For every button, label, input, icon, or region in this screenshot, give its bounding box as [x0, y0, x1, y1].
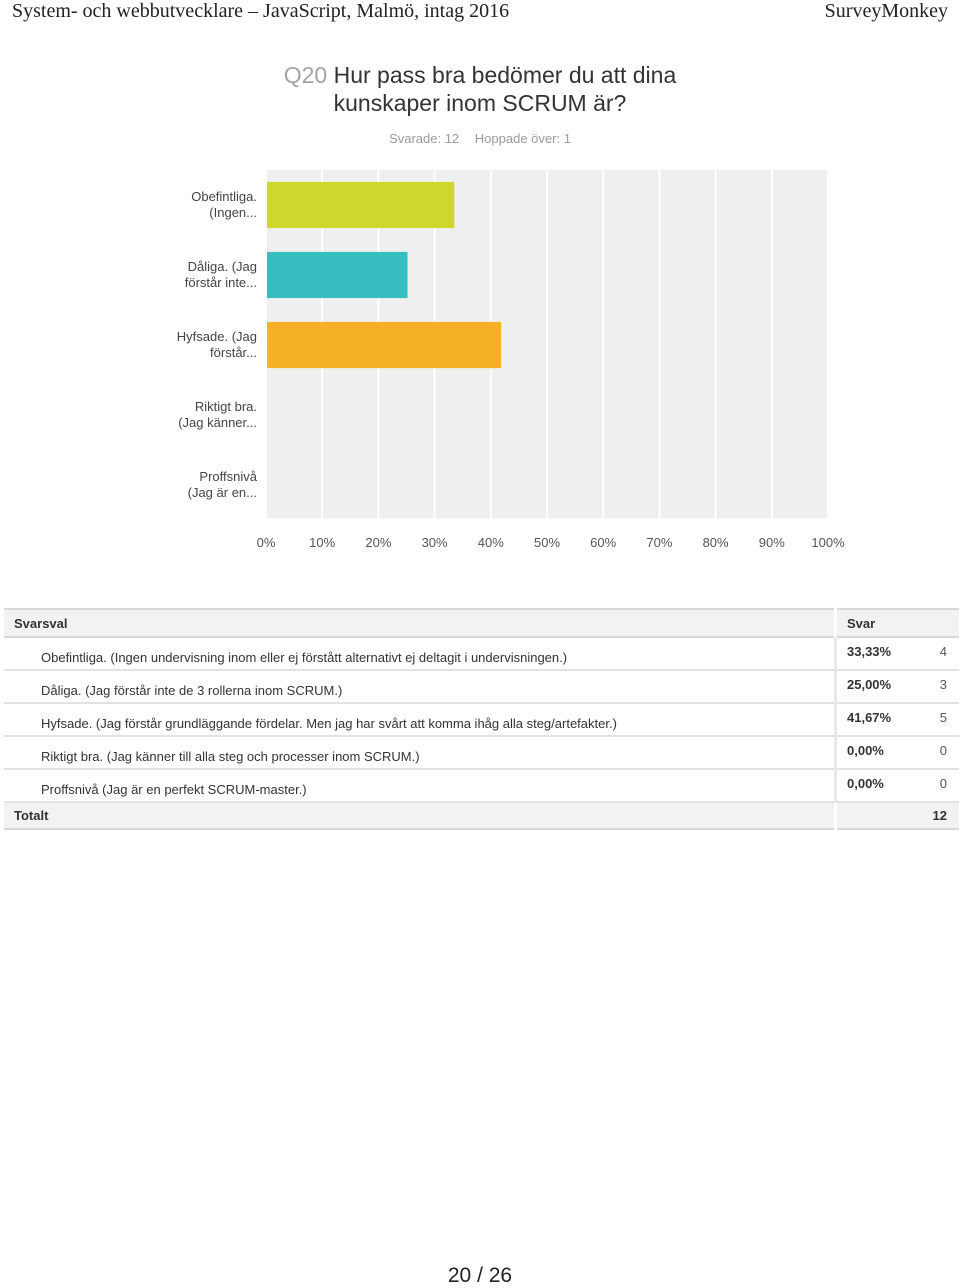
category-label: Obefintliga.: [191, 189, 257, 204]
table-row: Obefintliga. (Ingen undervisning inom el…: [4, 637, 959, 670]
x-tick-label: 70%: [646, 535, 672, 550]
skipped-count: Hoppade över: 1: [474, 131, 571, 146]
choice-percent: 25,00%: [834, 670, 917, 703]
choice-label: Obefintliga. (Ingen undervisning inom el…: [41, 650, 568, 665]
question-title-line2: kunskaper inom SCRUM är?: [0, 89, 960, 117]
x-tick-label: 30%: [422, 535, 448, 550]
bar: [267, 321, 502, 369]
question-text-line1: Hur pass bra bedömer du att dina: [333, 62, 677, 88]
table-row: Proffsnivå (Jag är en perfekt SCRUM-mast…: [4, 769, 959, 802]
total-row: Totalt 12: [4, 802, 959, 829]
results-table: Svarsval Svar Obefintliga. (Ingen underv…: [4, 608, 959, 830]
category-label: (Jag känner...: [178, 415, 257, 430]
choice-count: 3: [939, 677, 947, 692]
choice-label: Proffsnivå (Jag är en perfekt SCRUM-mast…: [41, 782, 307, 797]
category-label: Hyfsade. (Jag: [177, 329, 257, 344]
x-tick-label: 10%: [309, 535, 335, 550]
header-answer: Svar: [834, 608, 959, 638]
total-label: Totalt: [14, 808, 49, 823]
total-count: 12: [932, 808, 947, 823]
category-label: förstår inte...: [185, 275, 257, 290]
table-row: Hyfsade. (Jag förstår grundläggande förd…: [4, 703, 959, 736]
choice-percent: 0,00%: [834, 769, 917, 802]
choice-count: 4: [939, 644, 947, 659]
brand-name: SurveyMonkey: [824, 0, 948, 22]
x-tick-label: 40%: [478, 535, 504, 550]
x-tick-label: 50%: [534, 535, 560, 550]
question-text-line2: kunskaper inom SCRUM är?: [333, 90, 627, 116]
x-tick-label: 100%: [811, 535, 845, 550]
table-header-row: Svarsval Svar: [4, 608, 959, 638]
category-label: Dåliga. (Jag: [188, 259, 257, 274]
choice-label: Dåliga. (Jag förstår inte de 3 rollerna …: [41, 683, 343, 698]
answered-count: Svarade: 12: [389, 131, 460, 146]
choice-count: 5: [939, 710, 947, 725]
category-label: Riktigt bra.: [195, 399, 257, 414]
choice-label: Hyfsade. (Jag förstår grundläggande förd…: [41, 716, 617, 731]
table-body: Obefintliga. (Ingen undervisning inom el…: [4, 637, 959, 802]
question-number: Q20: [283, 62, 328, 88]
x-tick-label: 90%: [759, 535, 785, 550]
choice-percent: 0,00%: [834, 736, 917, 769]
table-row: Dåliga. (Jag förstår inte de 3 rollerna …: [4, 670, 959, 703]
page-number: 20 / 26: [447, 1264, 513, 1287]
x-tick-label: 80%: [703, 535, 729, 550]
bar: [267, 181, 455, 229]
table-row: Riktigt bra. (Jag känner till alla steg …: [4, 736, 959, 769]
category-label: Proffsnivå: [199, 469, 257, 484]
category-label: (Ingen...: [209, 205, 257, 220]
choice-label: Riktigt bra. (Jag känner till alla steg …: [41, 749, 420, 764]
category-label: förstår...: [210, 345, 257, 360]
choice-percent: 41,67%: [834, 703, 917, 736]
choice-percent: 33,33%: [834, 637, 917, 670]
header-choice: Svarsval: [4, 608, 836, 638]
x-tick-label: 0%: [257, 535, 276, 550]
bar: [267, 251, 408, 299]
bar-chart: 0% 10% 20% 30% 40% 50% 60% 70% 80% 90% 100% Obefint…: [177, 170, 845, 550]
category-label: (Jag är en...: [188, 485, 257, 500]
question-title-line1: Q20 Hur pass bra bedömer du att dina: [0, 61, 960, 89]
x-tick-label: 20%: [365, 535, 391, 550]
x-tick-label: 60%: [590, 535, 616, 550]
response-meta: Svarade: 12 Hoppade över: 1: [0, 131, 960, 146]
choice-count: 0: [939, 776, 947, 791]
report-title: System- och webbutvecklare – JavaScript,…: [12, 0, 510, 22]
total-spacer: [834, 802, 917, 829]
choice-count: 0: [939, 743, 947, 758]
